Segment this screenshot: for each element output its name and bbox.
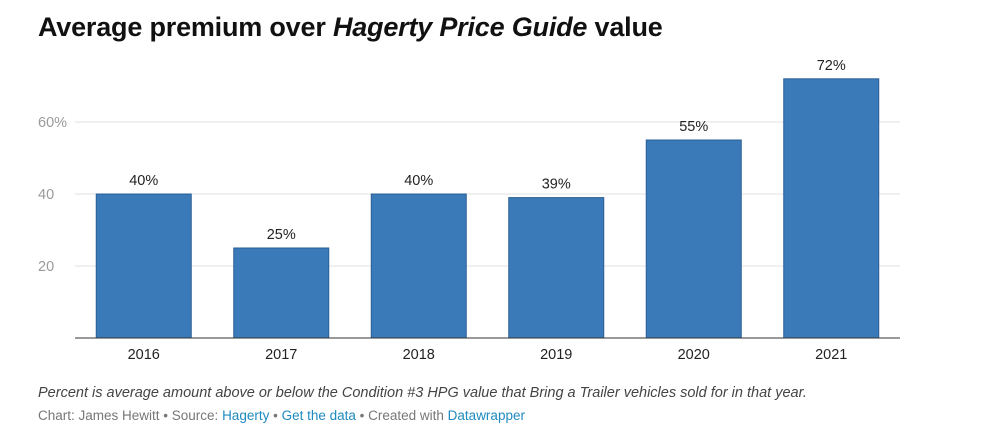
bar: [508, 197, 605, 339]
bar: [370, 193, 467, 339]
chart-title-suffix: value: [587, 12, 663, 42]
chart-title-emphasis: Hagerty Price Guide: [332, 12, 588, 42]
x-tick-label: 2019: [540, 347, 572, 363]
source-link[interactable]: Hagerty: [222, 408, 270, 423]
data-label: 72%: [817, 58, 846, 74]
data-label: 39%: [542, 177, 571, 193]
bar-chart: 20 40 60% 40% 2016 25% 2017 40% 2018 39% 2019 55% 20…: [38, 58, 900, 363]
data-label: 55%: [679, 119, 708, 135]
x-tick-label: 2018: [403, 347, 435, 363]
credit-source-label: Source:: [171, 408, 223, 423]
data-label: 40%: [404, 173, 433, 189]
credit-separator: •: [355, 408, 369, 423]
credit-created-label: Created with: [368, 408, 448, 423]
x-tick-label: 2016: [128, 347, 160, 363]
x-tick-label: 2021: [815, 347, 847, 363]
bar: [645, 139, 742, 339]
data-label: 25%: [267, 227, 296, 243]
x-tick-label: 2017: [265, 347, 297, 363]
y-tick-label: 60%: [38, 115, 67, 131]
data-label: 40%: [129, 173, 158, 189]
credit-author: Chart: James Hewitt: [38, 408, 160, 423]
chart-credits: Chart: James Hewitt • Source: Hagerty • …: [38, 408, 525, 423]
bar: [233, 247, 330, 339]
chart-title-prefix: Average premium over: [38, 12, 333, 42]
credit-separator: •: [159, 408, 172, 423]
chart-title: Average premium over Hagerty Price Guide…: [38, 12, 663, 43]
y-tick-label: 20: [38, 259, 54, 275]
chart-note: Percent is average amount above or below…: [38, 385, 807, 401]
bar: [95, 193, 192, 339]
y-tick-label: 40: [38, 187, 54, 203]
get-data-link[interactable]: Get the data: [281, 408, 356, 423]
datawrapper-link[interactable]: Datawrapper: [447, 408, 525, 423]
x-tick-label: 2020: [678, 347, 710, 363]
bar: [783, 78, 880, 339]
credit-separator: •: [269, 408, 282, 423]
